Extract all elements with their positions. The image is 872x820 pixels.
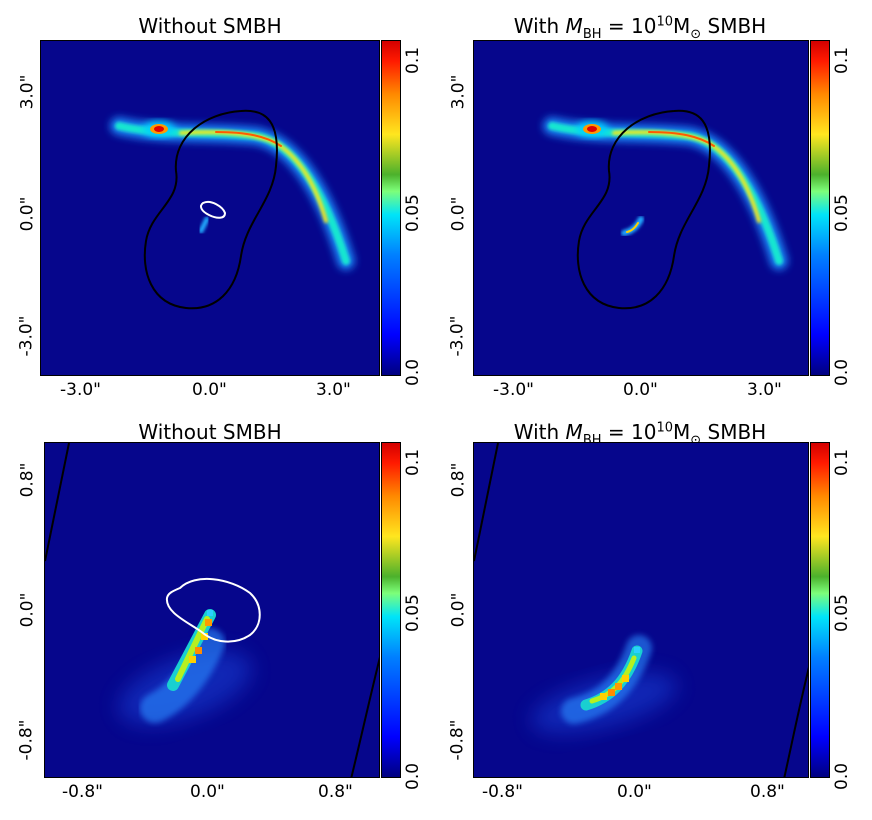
colorbar-tick-mid: 0.05	[832, 194, 852, 232]
lensed-image-plot	[40, 40, 380, 376]
panel-title: With MBH = 1010M⊙ SMBH	[513, 14, 767, 42]
colorbar-tick-min: 0.0	[403, 358, 423, 386]
x-tick-center: 0.0"	[623, 380, 658, 400]
colorbar-tick-min: 0.0	[832, 358, 852, 386]
x-tick-right: 3.0"	[747, 380, 782, 400]
colorbar-tick-min: 0.0	[832, 762, 852, 790]
y-tick-center: 0.0"	[448, 592, 469, 628]
colorbar-tick-mid: 0.05	[832, 594, 852, 632]
colorbar-tick-max: 0.1	[832, 46, 852, 74]
colorbar-tick-mid: 0.05	[403, 194, 423, 232]
y-tick-center: 0.0"	[448, 196, 469, 232]
zoomed-image-plot	[473, 442, 809, 778]
y-tick-bottom: -0.8"	[16, 719, 37, 761]
colorbar-tick-max: 0.1	[832, 448, 852, 476]
colorbar-tick-min: 0.0	[403, 762, 423, 790]
y-tick-bottom: -0.8"	[447, 719, 468, 761]
x-tick-right: 3.0"	[316, 380, 351, 400]
panel-title: Without SMBH	[138, 420, 282, 444]
y-tick-top: 0.8"	[17, 462, 38, 498]
x-tick-right: 0.8"	[318, 782, 353, 802]
x-tick-right: 0.8"	[750, 782, 785, 802]
y-tick-bottom: -3.0"	[447, 315, 468, 357]
x-tick-center: 0.0"	[617, 782, 652, 802]
panel-title: Without SMBH	[138, 14, 282, 38]
y-tick-top: 0.8"	[448, 462, 469, 498]
colorbar	[810, 442, 830, 778]
zoomed-image-plot	[44, 442, 380, 778]
x-tick-center: 0.0"	[192, 380, 227, 400]
y-tick-top: 3.0"	[17, 74, 38, 110]
colorbar	[381, 40, 401, 376]
lensed-image-plot	[473, 40, 809, 376]
colorbar-tick-mid: 0.05	[403, 594, 423, 632]
x-tick-center: 0.0"	[190, 782, 225, 802]
colorbar-tick-max: 0.1	[403, 46, 423, 74]
x-tick-left: -0.8"	[482, 782, 523, 802]
y-tick-center: 0.0"	[17, 196, 38, 232]
colorbar-tick-max: 0.1	[403, 448, 423, 476]
colorbar	[810, 40, 830, 376]
x-tick-left: -3.0"	[60, 380, 101, 400]
x-tick-left: -3.0"	[493, 380, 534, 400]
panel-title: With MBH = 1010M⊙ SMBH	[513, 420, 767, 448]
y-tick-center: 0.0"	[17, 592, 38, 628]
colorbar	[381, 442, 401, 778]
y-tick-bottom: -3.0"	[16, 315, 37, 357]
y-tick-top: 3.0"	[448, 74, 469, 110]
x-tick-left: -0.8"	[62, 782, 103, 802]
